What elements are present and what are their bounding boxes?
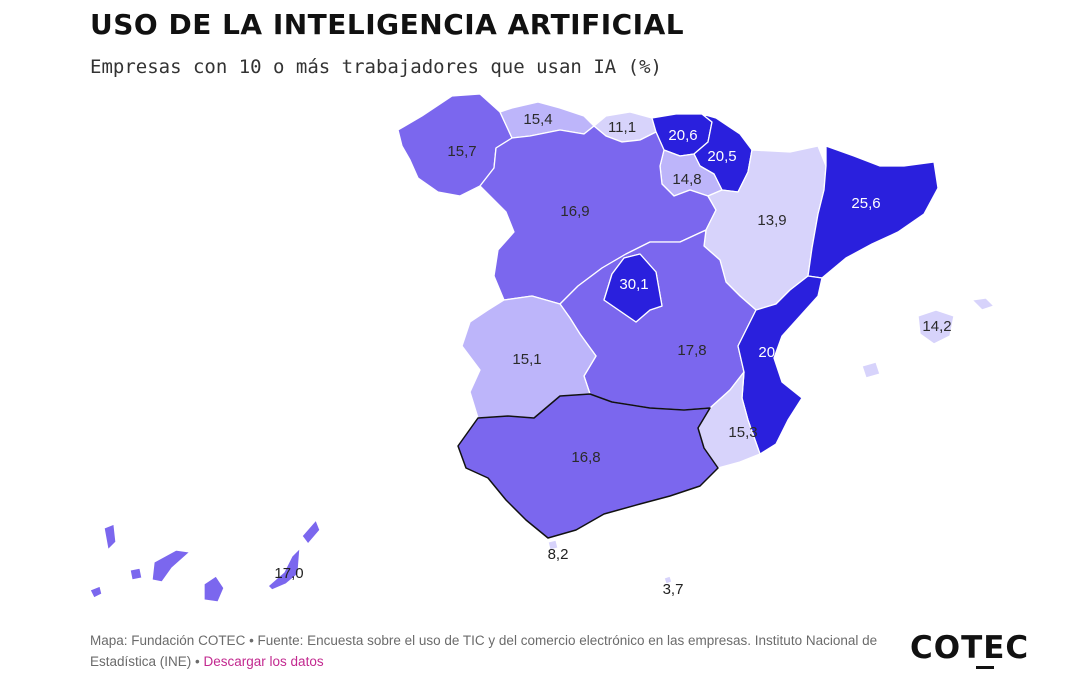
download-data-link[interactable]: Descargar los datos <box>203 654 324 669</box>
region-melilla[interactable] <box>663 575 673 585</box>
value-label-andalucia: 16,8 <box>571 449 600 466</box>
value-label-cataluna: 25,6 <box>851 195 880 212</box>
region-baleares[interactable] <box>861 297 995 379</box>
region-canarias[interactable] <box>89 519 321 603</box>
chart-title: USO DE LA INTELIGENCIA ARTIFICIAL <box>90 8 685 41</box>
region-cataluna[interactable] <box>807 145 939 279</box>
region-madrid[interactable] <box>603 253 663 323</box>
value-label-asturias: 15,4 <box>523 111 552 128</box>
value-label-pais-vasco: 20,6 <box>668 127 697 144</box>
footer-source: Mapa: Fundación COTEC • Fuente: Encuesta… <box>90 630 880 672</box>
value-label-ceuta: 8,2 <box>548 546 569 563</box>
value-label-canarias: 17,0 <box>274 565 303 582</box>
value-label-cantabria: 11,1 <box>608 119 636 136</box>
value-label-comunidad-valenciana: 20,6 <box>758 344 787 361</box>
value-label-aragon: 13,9 <box>757 212 786 229</box>
value-label-murcia: 15,3 <box>728 424 757 441</box>
region-ceuta[interactable] <box>547 539 559 551</box>
region-andalucia[interactable] <box>457 393 719 539</box>
value-label-navarra: 20,5 <box>707 148 736 165</box>
value-label-madrid: 30,1 <box>619 276 648 293</box>
value-label-galicia: 15,7 <box>447 143 476 160</box>
spain-map: 15,7 15,4 11,1 20,6 20,5 14,8 16,9 13,9 … <box>89 93 995 603</box>
value-label-la-rioja: 14,8 <box>672 171 701 188</box>
cotec-logo: COTEC <box>910 630 1030 666</box>
footer-source-text: Mapa: Fundación COTEC • Fuente: Encuesta… <box>90 633 878 669</box>
value-label-castilla-y-leon: 16,9 <box>560 203 589 220</box>
value-label-melilla: 3,7 <box>663 581 684 598</box>
value-label-extremadura: 15,1 <box>512 351 541 368</box>
value-label-castilla-la-mancha: 17,8 <box>677 342 706 359</box>
region-comunidad-valenciana[interactable] <box>737 275 823 455</box>
value-label-baleares: 14,2 <box>922 318 951 335</box>
cotec-logo-bar <box>976 666 994 669</box>
chart-subtitle: Empresas con 10 o más trabajadores que u… <box>90 56 662 78</box>
